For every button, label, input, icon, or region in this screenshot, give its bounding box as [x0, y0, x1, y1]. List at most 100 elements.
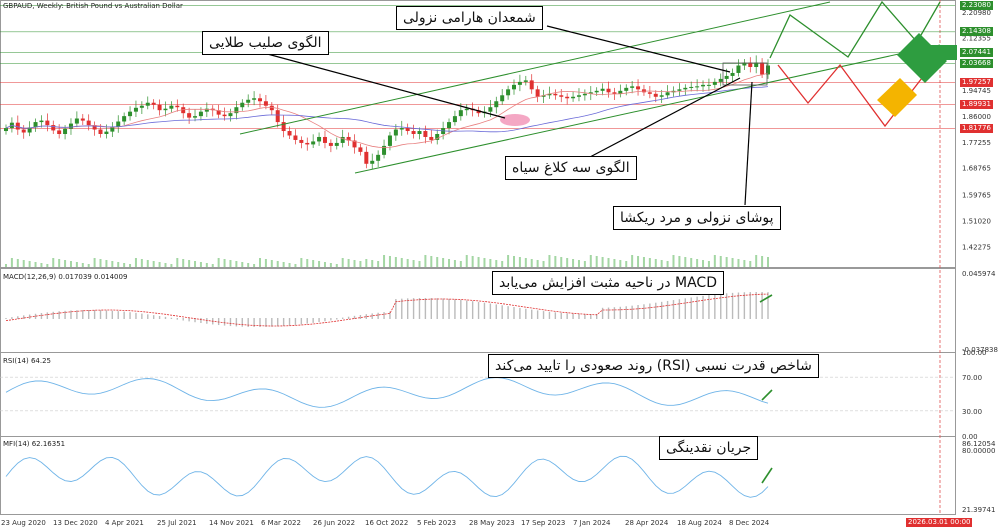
candle-body	[760, 62, 765, 75]
volume-bar	[383, 255, 386, 267]
macd-histogram-bar	[767, 292, 769, 319]
macd-histogram-bar	[93, 310, 96, 319]
volume-bar	[312, 260, 315, 267]
macd-histogram-bar	[123, 311, 125, 319]
volume-bar	[542, 261, 545, 267]
candle-body	[181, 107, 186, 114]
candle-body	[464, 108, 469, 111]
macd-histogram-bar	[17, 316, 19, 319]
macd-histogram-bar	[406, 298, 409, 319]
leader-crows	[589, 77, 741, 158]
candle-body	[92, 125, 97, 130]
candle-body	[98, 129, 103, 134]
volume-bar	[64, 260, 67, 267]
candle-body	[559, 95, 564, 97]
volume-bar	[170, 264, 173, 267]
candle-body	[488, 107, 493, 112]
macd-histogram-bar	[749, 292, 751, 319]
macd-histogram-bar	[76, 310, 78, 319]
macd-histogram-bar	[525, 308, 527, 319]
volume-bar	[199, 262, 202, 267]
mfi-arrow	[761, 467, 773, 484]
candle-body	[246, 99, 251, 103]
volume-bar	[164, 263, 167, 267]
cursor-date-label: 2026.03.01 00:00	[906, 518, 973, 527]
volume-bar	[448, 259, 451, 267]
volume-bar	[365, 259, 368, 267]
volume-bar	[111, 261, 114, 267]
volume-bar	[524, 258, 527, 267]
macd-title: MACD(12,26,9) 0.017039 0.014009	[3, 273, 128, 281]
candle-body	[133, 107, 138, 112]
candle-body	[547, 93, 552, 96]
macd-histogram-bar	[519, 307, 521, 319]
volume-bar	[648, 258, 651, 267]
macd-histogram-bar	[613, 307, 616, 319]
candle-body	[340, 136, 345, 143]
volume-bar	[430, 256, 433, 267]
volume-bar	[217, 258, 220, 267]
candle-body	[689, 86, 694, 88]
volume-bar	[755, 255, 758, 267]
y-tick-label: 2.20980	[962, 9, 991, 17]
candle-body	[364, 151, 369, 164]
macd-histogram-bar	[129, 312, 131, 319]
volume-bar	[424, 255, 427, 267]
volume-bar	[69, 261, 72, 267]
macd-histogram-bar	[70, 310, 72, 319]
price-label: 1.81776	[960, 124, 993, 134]
candle-body	[104, 131, 109, 134]
volume-bar	[589, 255, 592, 267]
candle-body	[506, 89, 511, 96]
candle-body	[74, 118, 79, 124]
volume-bar	[471, 256, 474, 267]
macd-histogram-bar	[259, 318, 261, 327]
candle-body	[234, 107, 239, 114]
macd-histogram-bar	[383, 312, 385, 319]
volume-bar	[495, 260, 498, 267]
volume-bar	[400, 258, 403, 267]
macd-histogram-bar	[40, 313, 43, 319]
macd-histogram-bar	[395, 299, 397, 319]
volume-bar	[253, 264, 256, 267]
volume-bar	[696, 259, 699, 267]
candle-body	[748, 62, 753, 67]
candle-body	[712, 81, 717, 85]
candle-body	[322, 136, 327, 143]
candle-body	[240, 102, 245, 108]
volume-bar	[642, 257, 645, 267]
volume-bar	[129, 264, 132, 267]
macd-histogram-bar	[152, 315, 155, 319]
volume-bar	[371, 260, 374, 267]
macd-histogram-bar	[501, 305, 503, 319]
candle-body	[458, 110, 463, 117]
candle-body	[630, 86, 635, 88]
macd-histogram-bar	[725, 293, 728, 319]
candle-body	[636, 86, 641, 90]
macd-histogram-bar	[442, 298, 444, 319]
macd-histogram-bar	[643, 304, 645, 319]
candle-body	[376, 154, 381, 161]
macd-histogram-bar	[424, 298, 427, 319]
volume-bar	[46, 264, 49, 267]
candle-body	[193, 116, 198, 118]
volume-bar	[81, 263, 84, 267]
macd-histogram-bar	[188, 318, 190, 322]
volume-bar	[477, 257, 480, 267]
volume-bar	[577, 260, 580, 267]
leader-cross	[259, 51, 506, 119]
candle-body	[80, 118, 85, 121]
annotation-bearish-harami: شمعدان هارامی نزولی	[396, 6, 543, 30]
price-label: 2.14308	[960, 27, 993, 37]
volume-bar	[489, 259, 492, 267]
brand-logo	[877, 33, 957, 117]
volume-bar	[58, 259, 61, 267]
candle-body	[742, 62, 747, 66]
macd-histogram-bar	[418, 298, 421, 319]
macd-histogram-bar	[52, 311, 54, 319]
macd-histogram-bar	[542, 311, 545, 319]
x-tick-label: 14 Nov 2021	[209, 519, 254, 527]
macd-histogram-bar	[365, 314, 368, 319]
candle-body	[228, 113, 233, 117]
volume-bar	[294, 264, 297, 267]
